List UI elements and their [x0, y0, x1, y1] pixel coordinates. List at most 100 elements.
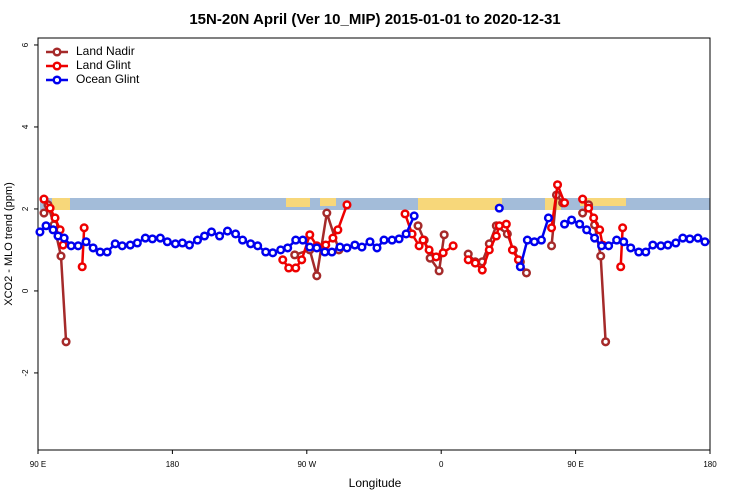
point: [448, 241, 458, 251]
point: [477, 265, 487, 275]
point: [261, 247, 271, 257]
point: [394, 234, 404, 244]
x-tick-label: 90 E: [30, 460, 46, 469]
y-tick-label: 0: [21, 288, 30, 293]
point: [612, 235, 622, 245]
point: [39, 208, 49, 218]
point: [439, 230, 449, 240]
point: [350, 240, 360, 250]
point: [322, 208, 332, 218]
y-tick-label: -2: [21, 369, 30, 377]
point: [590, 233, 600, 243]
point: [110, 239, 120, 249]
point: [379, 235, 389, 245]
point: [543, 213, 553, 223]
map-band: [40, 198, 710, 210]
point: [278, 255, 288, 265]
point: [552, 180, 563, 190]
point: [596, 251, 606, 261]
point: [559, 219, 570, 229]
plot-frame: [37, 37, 711, 451]
point: [671, 238, 681, 248]
point: [155, 233, 165, 243]
point: [693, 233, 703, 243]
point: [238, 235, 248, 245]
x-tick-label: 90 E: [567, 460, 583, 469]
point: [418, 235, 428, 245]
x-tick-label: 0: [439, 460, 444, 469]
legend-marker: [52, 47, 62, 57]
point: [357, 242, 367, 252]
point: [140, 233, 150, 243]
point: [312, 243, 322, 253]
point: [222, 226, 233, 236]
x-axis-label: Longitude: [349, 476, 402, 490]
point: [409, 211, 419, 221]
point: [291, 263, 301, 273]
point: [567, 215, 577, 225]
point: [81, 237, 91, 247]
point: [95, 247, 105, 257]
point: [470, 258, 480, 268]
point: [700, 237, 710, 247]
point: [177, 238, 187, 248]
point: [342, 200, 352, 210]
y-axis-label: XCO2 - MLO trend (ppm): [3, 182, 15, 305]
point: [253, 241, 263, 251]
point: [305, 230, 315, 240]
point: [298, 235, 308, 245]
point: [215, 231, 225, 241]
point: [77, 262, 87, 272]
point: [192, 235, 203, 245]
point: [413, 221, 423, 231]
point: [634, 247, 644, 257]
point: [305, 242, 315, 252]
y-tick-label: 6: [21, 42, 30, 47]
point: [291, 235, 301, 245]
point: [50, 213, 60, 223]
point: [268, 248, 278, 258]
point: [626, 243, 636, 253]
point: [616, 262, 626, 272]
legend-marker: [52, 75, 62, 85]
chart-title: 15N-20N April (Ver 10_MIP) 2015-01-01 to…: [189, 11, 560, 28]
x-tick-label: 90 W: [297, 460, 316, 469]
point: [333, 225, 343, 235]
point: [501, 219, 511, 229]
point: [56, 251, 66, 261]
point: [521, 268, 532, 278]
point: [663, 240, 673, 250]
point: [117, 241, 127, 251]
point: [589, 213, 599, 223]
point: [387, 235, 397, 245]
point: [170, 239, 180, 249]
legend-label: Land Glint: [76, 58, 131, 72]
point: [601, 337, 611, 347]
point: [79, 223, 89, 233]
point: [327, 247, 337, 257]
point: [678, 233, 688, 243]
point: [619, 237, 629, 247]
point: [342, 243, 352, 253]
point: [59, 233, 69, 243]
point: [66, 241, 76, 251]
point: [584, 203, 594, 213]
point: [507, 245, 517, 255]
point: [162, 237, 172, 247]
point: [641, 247, 651, 257]
point: [434, 266, 444, 276]
point: [578, 208, 588, 218]
point: [48, 225, 58, 235]
point: [656, 241, 666, 251]
point: [685, 234, 695, 244]
x-tick-label: 180: [166, 460, 180, 469]
point: [283, 243, 293, 253]
point: [147, 234, 157, 244]
point: [276, 245, 286, 255]
point: [102, 247, 112, 257]
point: [401, 229, 411, 239]
point: [199, 231, 210, 241]
y-tick-label: 2: [21, 206, 30, 211]
point: [604, 241, 614, 251]
